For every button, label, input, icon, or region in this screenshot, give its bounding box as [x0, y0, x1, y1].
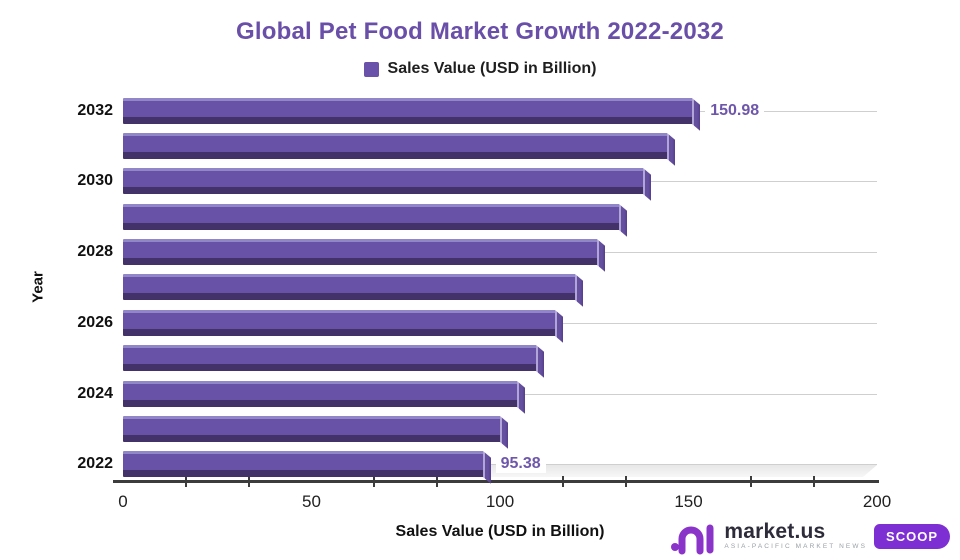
y-tick-label: 2028: [77, 243, 113, 261]
chart-title: Global Pet Food Market Growth 2022-2032: [236, 18, 724, 45]
legend-swatch-icon: [363, 61, 379, 77]
chart-row-2031: [123, 128, 877, 166]
chart-row-2027: [123, 270, 877, 308]
y-tick-label: 2022: [77, 455, 113, 473]
bar-2024: [123, 380, 526, 414]
value-label-2022: 95.38: [495, 455, 546, 474]
plot-area: 2032 150.98 2030 2028 2026 2024 2022 95.38: [77, 93, 877, 484]
chart-row-2025: [123, 341, 877, 378]
bar-3d-cap: [499, 415, 508, 449]
bar-2031: [123, 133, 675, 166]
floor-shadow-band: [489, 465, 877, 477]
bar-3d-cap: [575, 274, 584, 308]
bar-2027: [123, 274, 584, 308]
chart-row-2024: 2024: [77, 376, 877, 414]
bar-2032: [123, 97, 701, 131]
chart-row-2029: [123, 199, 877, 237]
value-label-2032: 150.98: [705, 101, 765, 120]
y-tick-label: 2032: [77, 101, 113, 119]
logo-text: market.us ASIA-PACIFIC MARKET NEWS: [724, 521, 867, 551]
legend: Sales Value (USD in Billion): [0, 60, 960, 78]
bar-3d-cap: [535, 345, 544, 378]
marketus-logo-icon: [671, 524, 714, 555]
x-tick-label-200: 200: [862, 492, 892, 511]
bar-2026: [123, 309, 564, 343]
bar-3d-cap: [555, 309, 564, 343]
chart-row-2028: 2028: [77, 234, 877, 272]
y-tick-label: 2024: [77, 384, 113, 402]
chart-row-2023: [123, 411, 877, 449]
bar-rows: 2032 150.98 2030 2028 2026 2024 2022 95.38: [77, 93, 877, 484]
bar-2025: [123, 345, 544, 378]
logo-tagline: ASIA-PACIFIC MARKET NEWS: [724, 543, 868, 551]
legend-label: Sales Value (USD in Billion): [387, 60, 597, 77]
x-tick-label-150: 150: [674, 492, 703, 511]
bar-3d-cap: [517, 380, 526, 414]
x-axis-line: [113, 480, 879, 483]
bar-2028: [123, 239, 605, 272]
x-tick-label-50: 50: [302, 492, 321, 511]
bar-2030: [123, 168, 651, 202]
logo-brand: market.us: [724, 520, 826, 544]
y-tick-label: 2030: [77, 172, 113, 190]
logo-badge: SCOOP: [874, 523, 950, 549]
chart-row-2022: 2022 95.38: [77, 447, 877, 484]
bar-2023: [123, 415, 508, 449]
chart-row-2032: 2032 150.98: [77, 93, 877, 131]
bar-3d-cap: [619, 203, 628, 237]
bar-3d-cap: [642, 168, 651, 202]
bar-3d-cap: [666, 133, 675, 166]
x-axis-title: Sales Value (USD in Billion): [395, 523, 605, 540]
bar-3d-cap: [596, 239, 605, 272]
brand-logo: market.us ASIA-PACIFIC MARKET NEWS SCOOP: [669, 517, 950, 555]
bar-2029: [123, 203, 628, 237]
x-tick-label-0: 0: [118, 492, 128, 511]
chart-row-2030: 2030: [77, 164, 877, 202]
bar-3d-cap: [692, 97, 701, 131]
y-axis-title: Year: [29, 271, 47, 303]
x-tick-label-100: 100: [485, 492, 515, 511]
chart-row-2026: 2026: [77, 305, 877, 343]
bar-2022: [123, 451, 491, 484]
y-tick-label: 2026: [77, 313, 113, 331]
